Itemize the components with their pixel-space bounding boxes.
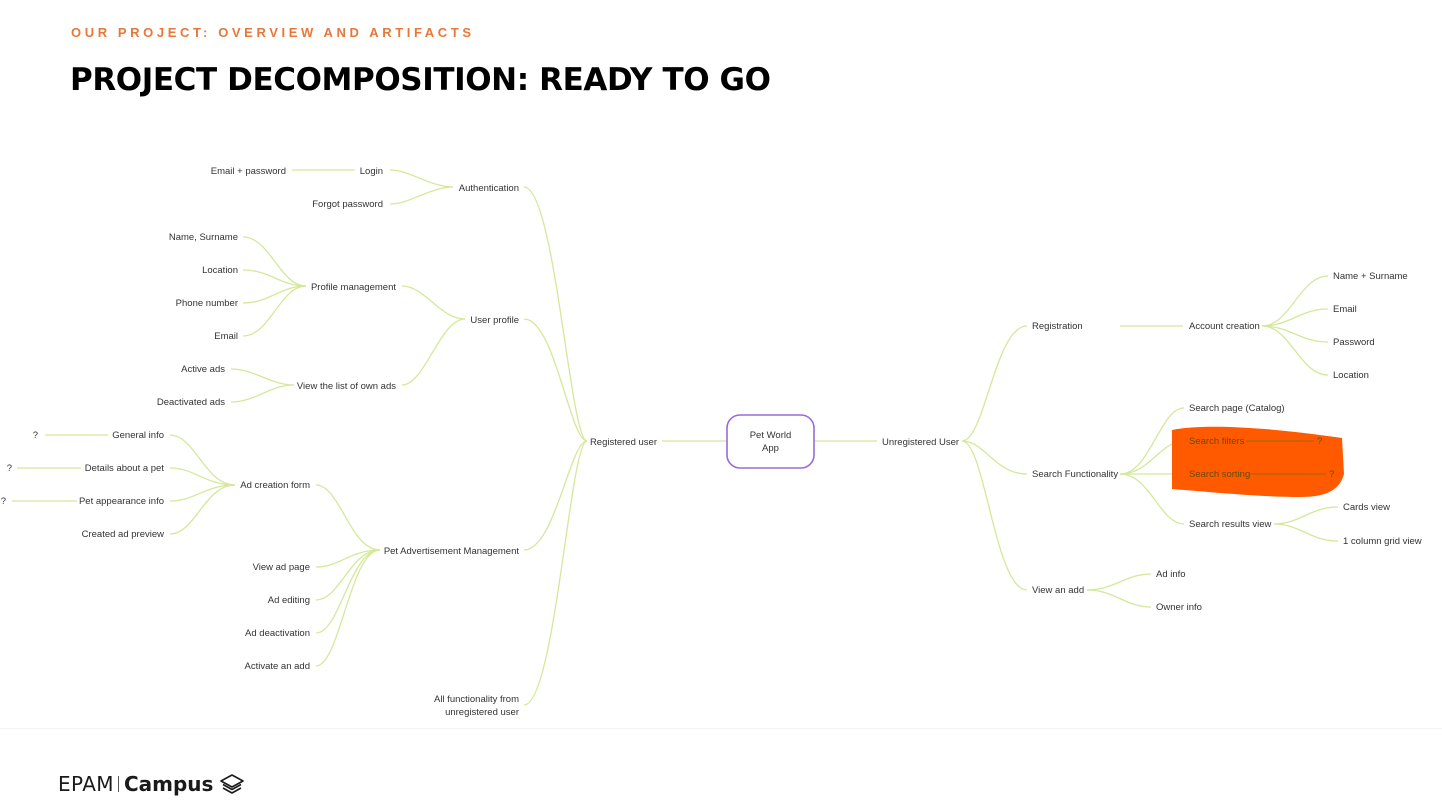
mindmap-diagram: Pet World App Email + password Login Aut… [1, 166, 1422, 718]
node-question-1: ? [33, 430, 38, 441]
node-activate-an-add: Activate an add [245, 661, 311, 672]
node-question-5: ? [1329, 469, 1334, 480]
node-search-filters: Search filters [1189, 436, 1245, 447]
node-ad-editing: Ad editing [268, 595, 310, 606]
unregistered-user-branch: Unregistered User Registration Account c… [882, 271, 1422, 613]
logo-brand: EPAM [58, 772, 114, 796]
node-ad-info: Ad info [1156, 569, 1186, 580]
node-profile-management: Profile management [311, 282, 396, 293]
center-node-label-2: App [762, 443, 779, 454]
node-location: Location [202, 265, 238, 276]
node-registered-user: Registered user [590, 437, 657, 448]
center-node-box [726, 414, 815, 469]
node-question-3: ? [1, 496, 6, 507]
redaction-mark [1172, 426, 1344, 497]
node-email-password: Email + password [211, 166, 286, 177]
node-search-page: Search page (Catalog) [1189, 403, 1285, 414]
node-email-r: Email [1333, 304, 1357, 315]
node-search-sorting: Search sorting [1189, 469, 1250, 480]
node-phone-number: Phone number [176, 298, 238, 309]
node-location-r: Location [1333, 370, 1369, 381]
node-password: Password [1333, 337, 1375, 348]
node-all-functionality-line2: unregistered user [445, 707, 519, 718]
epam-campus-logo: EPAM Campus [58, 772, 245, 796]
logo-separator [117, 776, 119, 792]
node-search-results-view: Search results view [1189, 519, 1272, 530]
node-cards-view: Cards view [1343, 502, 1390, 513]
node-general-info: General info [112, 430, 164, 441]
layers-icon [220, 774, 245, 794]
node-view-ad-page: View ad page [253, 562, 310, 573]
mindmap-connectors [12, 169, 1339, 706]
node-details-pet: Details about a pet [85, 463, 165, 474]
node-account-creation: Account creation [1189, 321, 1260, 332]
center-node-label-1: Pet World [750, 430, 792, 441]
node-created-ad-preview: Created ad preview [82, 529, 165, 540]
node-search-functionality: Search Functionality [1032, 469, 1118, 480]
node-forgot-password: Forgot password [312, 199, 383, 210]
node-deactivated-ads: Deactivated ads [157, 397, 225, 408]
node-pet-appearance: Pet appearance info [79, 496, 164, 507]
node-one-column-grid: 1 column grid view [1343, 536, 1422, 547]
slide-title: PROJECT DECOMPOSITION: READY TO GO [70, 62, 771, 98]
node-unregistered-user: Unregistered User [882, 437, 959, 448]
node-view-list-own-ads: View the list of own ads [297, 381, 396, 392]
node-user-profile: User profile [470, 315, 519, 326]
node-authentication: Authentication [459, 183, 519, 194]
node-registration: Registration [1032, 321, 1083, 332]
node-name-surname: Name, Surname [169, 232, 238, 243]
node-question-2: ? [7, 463, 12, 474]
footer-divider [0, 728, 1442, 729]
section-kicker: OUR PROJECT: OVERVIEW AND ARTIFACTS [71, 25, 475, 40]
logo-product: Campus [123, 772, 214, 796]
registered-user-branch: Email + password Login Authentication Fo… [1, 166, 657, 718]
node-owner-info: Owner info [1156, 602, 1202, 613]
node-ad-creation-form: Ad creation form [240, 480, 310, 491]
node-ad-deactivation: Ad deactivation [245, 628, 310, 639]
node-login: Login [360, 166, 383, 177]
node-name-plus-surname: Name + Surname [1333, 271, 1408, 282]
node-email: Email [214, 331, 238, 342]
node-question-4: ? [1317, 436, 1322, 447]
node-view-an-add: View an add [1032, 585, 1084, 596]
node-pet-ad-management: Pet Advertisement Management [384, 546, 520, 557]
node-active-ads: Active ads [181, 364, 225, 375]
node-all-functionality-line1: All functionality from [434, 694, 519, 705]
